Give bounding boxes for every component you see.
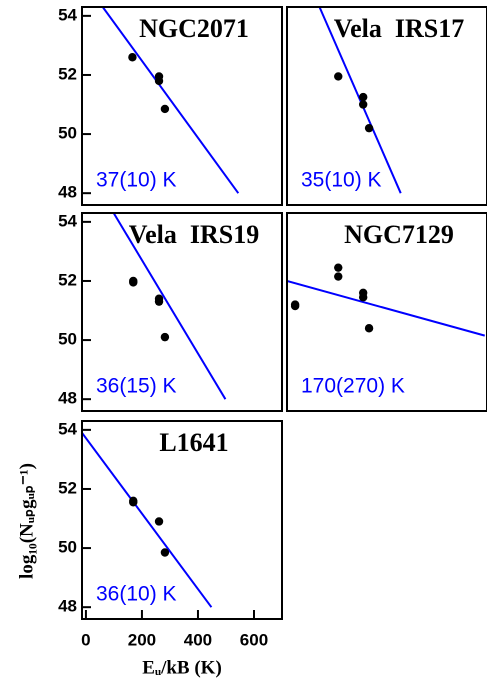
data-point [129, 498, 138, 507]
y-axis-label: log₁₀(Nᵤₚgᵤₚ⁻¹) [16, 463, 37, 579]
data-point [129, 278, 138, 287]
panel-frame [81, 6, 283, 206]
fit-line [82, 432, 213, 608]
data-point [334, 72, 343, 81]
panel: 48 50 52 54 0 200 400 600 L1641 36(10) K Eᵤ/kB (K)… [16, 419, 283, 678]
panel: NGC7129 170(270) K [286, 212, 487, 412]
y-tick-label: 50 [58, 124, 77, 143]
y-tick-label: 48 [58, 389, 77, 408]
panel-title: L1641 [159, 428, 228, 457]
panel-frame [286, 6, 487, 206]
y-tick-label: 48 [58, 597, 77, 616]
panel-title: Vela IRS19 [129, 220, 260, 249]
x-tick-label: 600 [240, 630, 268, 649]
panel-frame [81, 212, 283, 412]
panel-frame [286, 212, 487, 412]
data-point [154, 76, 164, 86]
data-point [160, 332, 170, 342]
data-point [154, 517, 164, 526]
panel-title: NGC2071 [139, 14, 249, 43]
panel-title: Vela IRS17 [334, 14, 465, 43]
data-point [154, 297, 164, 306]
data-point [358, 100, 368, 109]
fit-line [112, 213, 227, 400]
x-tick-label: 200 [128, 630, 156, 649]
x-tick-label: 0 [81, 630, 90, 649]
temperature-label: 36(10) K [96, 583, 177, 606]
panel-frame [81, 420, 283, 620]
y-tick-label: 54 [58, 419, 77, 438]
data-point [160, 548, 170, 557]
x-axis-label: Eᵤ/kB (K) [142, 657, 222, 678]
data-point [290, 301, 300, 311]
y-tick-label: 52 [58, 64, 77, 83]
y-tick-label: 50 [58, 538, 77, 557]
data-point [160, 104, 170, 114]
data-point [334, 263, 343, 272]
panel: Vela IRS17 35(10) K [286, 6, 487, 206]
data-point [358, 293, 368, 302]
data-point [358, 92, 368, 102]
y-tick-label: 54 [58, 211, 77, 230]
fit-line [287, 280, 486, 337]
y-tick-label: 52 [58, 270, 77, 289]
data-point [128, 53, 137, 62]
y-tick-label: 50 [58, 330, 77, 349]
temperature-label: 170(270) K [301, 375, 405, 398]
y-tick-label: 54 [58, 5, 77, 24]
temperature-label: 35(10) K [301, 169, 382, 192]
data-point [334, 272, 343, 281]
panel: 48 50 52 54 NGC2071 37(10) K [58, 5, 283, 206]
fit-line [101, 7, 240, 194]
y-tick-label: 52 [58, 478, 77, 497]
temperature-label: 37(10) K [96, 169, 177, 192]
panel: 48 50 52 54 Vela IRS19 36(15) K [58, 211, 283, 412]
temperature-label: 36(15) K [96, 375, 177, 398]
data-point [364, 324, 374, 333]
y-tick-label: 48 [58, 183, 77, 202]
data-point [364, 123, 374, 133]
fit-line [318, 7, 402, 194]
panel-title: NGC7129 [344, 220, 454, 249]
x-tick-label: 400 [184, 630, 212, 649]
